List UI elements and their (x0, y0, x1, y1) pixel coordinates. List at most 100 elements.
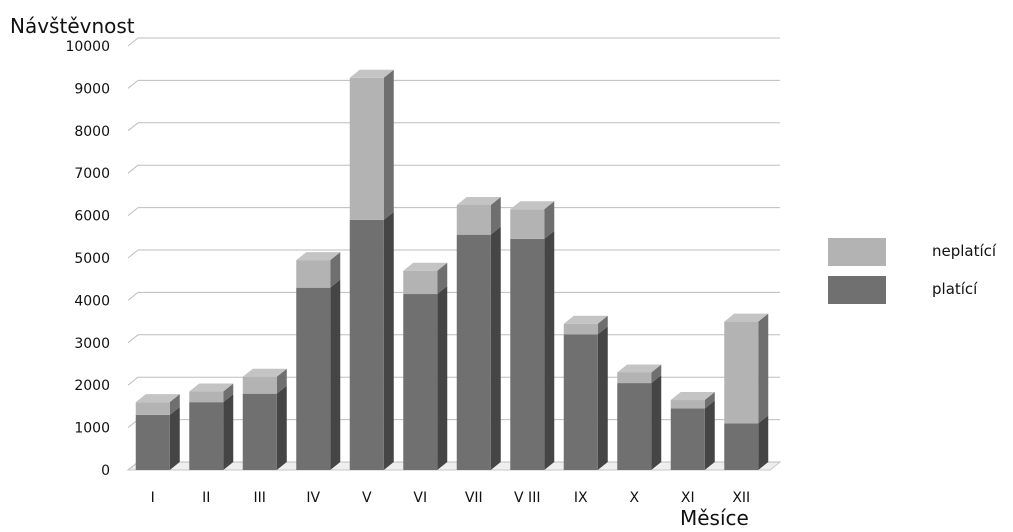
bar-neplatici (349, 77, 384, 220)
bar-side-neplatici (597, 315, 608, 335)
bar-platici (242, 393, 277, 470)
gridline-diag (127, 122, 139, 132)
gridline-diag (127, 80, 139, 89)
legend-label-platici: platící (932, 280, 978, 298)
bar-neplatici (242, 376, 277, 394)
bar-neplatici (456, 205, 491, 235)
x-tick-label: V (362, 490, 372, 506)
x-tick-label: IV (306, 490, 320, 506)
bar-side-platici (223, 394, 234, 470)
bar-neplatici (403, 270, 438, 295)
bar-top-neplatici (617, 364, 662, 373)
y-tick-label: 6000 (74, 209, 110, 225)
bar-platici (670, 408, 705, 470)
bar-top-neplatici (456, 197, 501, 205)
bar-side-neplatici (544, 201, 555, 239)
y-tick-label: 0 (101, 463, 110, 479)
y-tick-label: 2000 (74, 378, 110, 394)
bar-platici (617, 383, 652, 470)
bar-platici (724, 423, 759, 470)
bar-side-platici (758, 415, 769, 470)
bar-top-neplatici (670, 392, 715, 401)
bar-side-platici (651, 375, 662, 470)
bar-neplatici (189, 391, 224, 403)
x-tick-label: X (629, 490, 639, 506)
y-tick-label: 10000 (65, 39, 110, 55)
bar-neplatici (563, 323, 598, 335)
bar-side-neplatici (276, 368, 287, 394)
x-axis-title: Měsíce (680, 506, 749, 530)
y-tick-label: 8000 (74, 124, 110, 140)
gridline-diag (127, 164, 139, 174)
y-tick-label: 7000 (74, 166, 110, 182)
bar-neplatici (510, 209, 545, 239)
bar-side-platici (490, 226, 501, 470)
x-tick-label: XI (681, 490, 695, 506)
bar-top-neplatici (189, 383, 234, 392)
bar-side-platici (276, 385, 287, 470)
bar-platici (510, 238, 545, 470)
bar-platici (456, 234, 491, 470)
bar-side-platici (544, 230, 555, 470)
bar-side-neplatici (651, 364, 662, 384)
legend-swatch-neplatici (828, 238, 886, 266)
legend-item-platici: platící (828, 276, 1013, 306)
bar-top-neplatici (296, 252, 341, 261)
x-tick-label: III (254, 490, 266, 506)
x-tick-label: XII (732, 490, 750, 506)
bar-top-neplatici (563, 315, 608, 324)
bar-side-platici (169, 406, 180, 470)
bar-side-platici (437, 286, 448, 470)
y-tick-label: 3000 (74, 336, 110, 352)
bar-platici (563, 334, 598, 470)
bar-side-platici (383, 211, 394, 470)
bar-side-neplatici (169, 394, 180, 415)
legend-label-neplatici: neplatící (932, 242, 997, 260)
bar-side-neplatici (758, 313, 769, 424)
x-tick-label: II (202, 490, 210, 506)
y-tick-label: 1000 (74, 421, 110, 437)
y-tick-label: 4000 (74, 293, 110, 309)
bar-top-neplatici (135, 394, 180, 403)
gridline-diag (127, 37, 139, 47)
bar-neplatici (135, 402, 170, 415)
bar-platici (189, 402, 224, 470)
x-tick-label: V III (514, 490, 540, 506)
bar-top-neplatici (510, 201, 555, 210)
bar-neplatici (724, 321, 759, 424)
bar-side-neplatici (223, 383, 234, 403)
legend-swatch-platici (828, 276, 886, 304)
bar-platici (135, 414, 170, 470)
bar-side-neplatici (383, 69, 394, 220)
bar-side-neplatici (330, 252, 341, 288)
bar-neplatici (296, 260, 331, 288)
y-tick-label: 5000 (74, 251, 110, 267)
bar-neplatici (617, 372, 652, 384)
bar-side-neplatici (704, 392, 715, 409)
gridline-diag (127, 376, 139, 386)
bar-platici (296, 287, 331, 470)
gridline-diag (127, 334, 139, 344)
legend-item-neplatici: neplatící (828, 238, 1013, 268)
bar-side-neplatici (490, 197, 501, 235)
gridline-diag (127, 207, 139, 216)
bar-platici (349, 219, 384, 470)
bar-side-platici (597, 326, 608, 470)
bar-top-neplatici (403, 262, 448, 271)
y-axis-title: Návštěvnost (10, 14, 135, 38)
x-tick-label: IX (574, 490, 588, 506)
bar-side-platici (704, 400, 715, 470)
bar-side-platici (330, 279, 341, 470)
x-tick-label: VII (465, 490, 483, 506)
bar-neplatici (670, 400, 705, 409)
bar-top-neplatici (242, 368, 287, 377)
bar-side-neplatici (437, 262, 448, 295)
x-tick-label: VI (413, 490, 427, 506)
x-tick-label: I (151, 490, 155, 506)
y-tick-label: 9000 (74, 81, 110, 97)
bar-top-neplatici (349, 69, 394, 78)
gridline-diag (127, 292, 139, 301)
bar-platici (403, 294, 438, 470)
gridline-diag (127, 249, 139, 259)
